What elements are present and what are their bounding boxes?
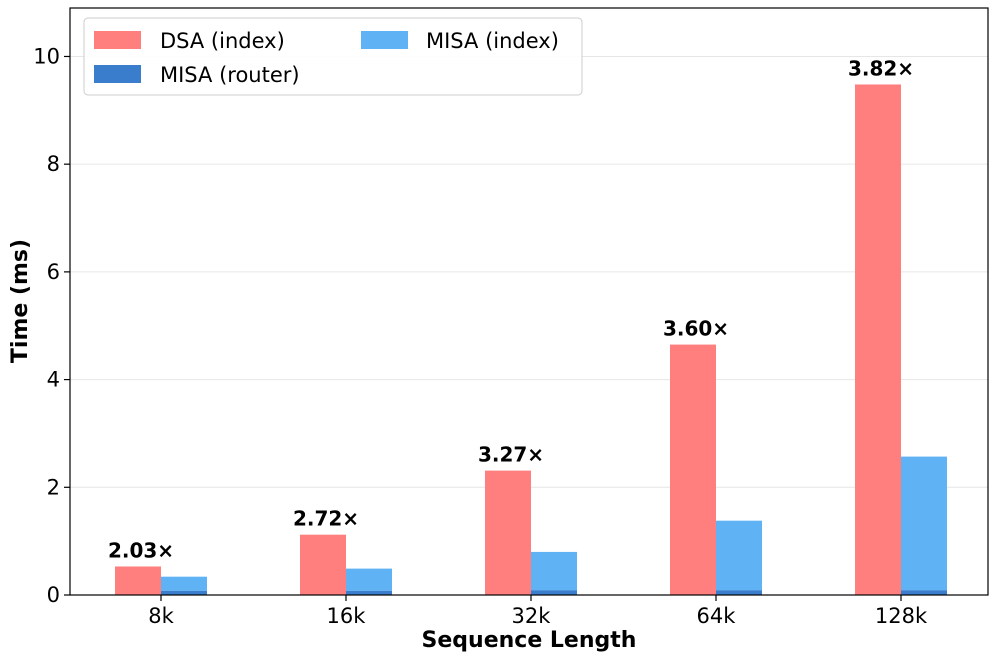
x-tick-label: 128k [875,604,928,628]
y-axis-title: Time (ms) [8,239,33,363]
legend-label-dsa-index: DSA (index) [160,29,285,53]
legend-frame [83,17,583,96]
speedup-label: 3.60× [663,317,729,341]
bar-misa-router [161,590,207,595]
speedup-label: 3.82× [848,56,914,80]
bar-dsa-index [485,470,531,595]
bars [115,84,947,595]
bar-dsa-index [670,344,716,595]
bar-misa-index [531,551,577,591]
speedup-label: 2.03× [108,538,174,562]
bar-misa-index [901,456,947,591]
x-axis-title: Sequence Length [422,628,637,653]
legend-swatch-misa-router [94,65,141,83]
plot-frame [69,7,989,596]
y-tick-label: 10 [33,44,60,68]
bar-misa-router [346,590,392,595]
speedup-label: 3.27× [478,443,544,467]
bar-misa-router [531,590,577,595]
bar-misa-index [716,520,762,591]
gridlines [70,55,988,488]
y-tick-label: 6 [47,260,60,284]
speedup-label: 2.72× [293,507,359,531]
x-tick-label: 8k [148,604,174,628]
legend-label-misa-index: MISA (index) [426,29,559,53]
x-axis-ticks: 8k 16k 32k 64k 128k [148,595,928,628]
legend-swatch-dsa-index [94,31,141,49]
bar-dsa-index [115,566,161,595]
y-tick-label: 4 [47,368,60,392]
legend-label-misa-router: MISA (router) [160,63,300,87]
y-tick-label: 0 [47,583,60,607]
bar-misa-router [716,590,762,595]
legend: DSA (index) MISA (router) MISA (index) [83,17,583,96]
y-tick-label: 8 [47,152,60,176]
bar-dsa-index [300,534,346,595]
y-tick-label: 2 [47,475,60,499]
y-axis-ticks: 0 2 4 6 8 10 [33,44,70,607]
x-tick-label: 16k [327,604,367,628]
speedup-annotations: 2.03× 2.72× 3.27× 3.60× 3.82× [108,56,914,562]
x-tick-label: 64k [697,604,737,628]
legend-swatch-misa-index [361,31,408,49]
bar-dsa-index [855,84,901,595]
bar-misa-index [161,576,207,591]
bar-misa-router [901,590,947,595]
x-tick-label: 32k [512,604,552,628]
bar-misa-index [346,568,392,591]
